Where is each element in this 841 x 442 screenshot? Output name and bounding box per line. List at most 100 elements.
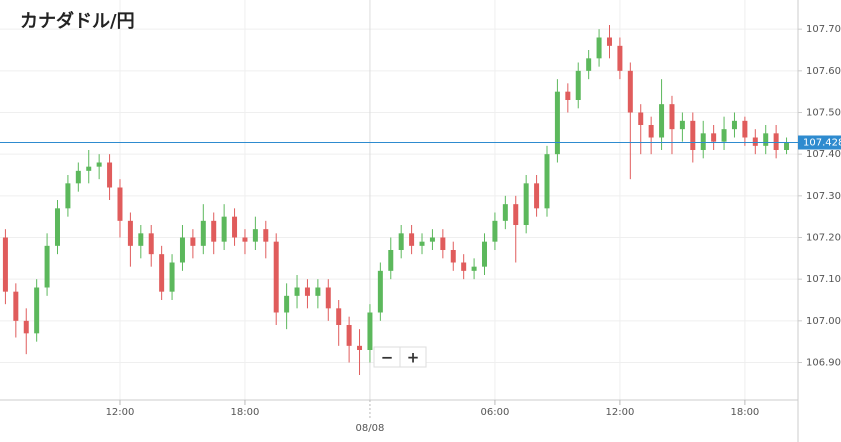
- candle-body: [96, 162, 102, 167]
- candle-body: [377, 270, 383, 313]
- y-tick-label: 107.600: [806, 66, 841, 77]
- candle-body: [190, 237, 196, 246]
- candle-body: [700, 133, 706, 150]
- candle-body: [731, 120, 737, 130]
- candle-body: [346, 325, 352, 346]
- current-price-badge: [798, 135, 841, 150]
- candle-body: [107, 162, 113, 188]
- x-tick-label: 12:00: [605, 407, 634, 418]
- x-tick-label: 12:00: [106, 407, 135, 418]
- x-tick-label: 18:00: [231, 407, 260, 418]
- candle-body: [179, 237, 185, 263]
- candle-body: [44, 245, 50, 288]
- candle-body: [721, 129, 727, 142]
- candle-body: [159, 254, 165, 292]
- candle-body: [263, 229, 269, 242]
- candle-body: [138, 233, 144, 246]
- y-tick-label: 107.100: [806, 274, 841, 285]
- zoom-in-label[interactable]: +: [407, 349, 420, 367]
- zoom-out-label[interactable]: −: [381, 349, 394, 367]
- candle-body: [65, 183, 71, 209]
- candle-body: [367, 312, 373, 350]
- candle-body: [575, 70, 581, 100]
- candle-body: [752, 137, 758, 146]
- candle-body: [586, 58, 592, 71]
- candle-body: [450, 250, 456, 263]
- candle-body: [242, 237, 248, 242]
- candle-body: [784, 142, 790, 150]
- candle-body: [659, 104, 665, 138]
- candle-body: [648, 125, 654, 138]
- candle-body: [627, 70, 633, 113]
- candle-body: [388, 250, 394, 271]
- zoom-controls: − +: [373, 346, 427, 368]
- candle-body: [273, 241, 279, 313]
- candle-body: [294, 287, 300, 296]
- candle-body: [13, 291, 19, 321]
- candle-body: [606, 37, 612, 46]
- candle-body: [86, 166, 92, 171]
- candle-body: [409, 233, 415, 246]
- candle-body: [169, 262, 175, 292]
- y-tick-label: 107.700: [806, 24, 841, 35]
- candle-body: [690, 120, 696, 150]
- candle-body: [75, 170, 81, 184]
- candle-body: [221, 216, 227, 242]
- candle-body: [54, 208, 60, 246]
- zoom-in-button[interactable]: [399, 346, 427, 368]
- candle-body: [554, 91, 560, 155]
- candle-body: [419, 241, 425, 246]
- candle-body: [34, 287, 40, 334]
- y-tick-label: 107.400: [806, 149, 841, 160]
- candle-body: [357, 345, 363, 350]
- candle-body: [617, 45, 623, 71]
- current-price-label: 107.428: [803, 138, 841, 149]
- candle-body: [232, 216, 238, 238]
- candle-body: [711, 133, 717, 142]
- candle-body: [148, 233, 154, 255]
- candle-body: [471, 266, 477, 271]
- candle-body: [284, 295, 290, 313]
- candle-body: [117, 187, 123, 221]
- candle-body: [492, 220, 498, 242]
- candle-body: [513, 204, 519, 225]
- x-tick-label: 18:00: [730, 407, 759, 418]
- candle-body: [252, 229, 258, 242]
- candle-body: [669, 104, 675, 130]
- chart-title: カナダドル/円: [20, 10, 135, 32]
- candle-body: [565, 91, 571, 100]
- candle-body: [336, 308, 342, 325]
- candle-body: [482, 241, 488, 267]
- y-tick-label: 106.900: [806, 358, 841, 369]
- x-tick-label: 06:00: [481, 407, 510, 418]
- candle-body: [200, 220, 206, 246]
- candle-body: [534, 183, 540, 209]
- candle-body: [315, 287, 321, 296]
- x-tick-label: 08/08: [356, 423, 385, 434]
- candle-body: [596, 37, 602, 59]
- candle-body: [523, 183, 529, 225]
- y-tick-label: 107.000: [806, 316, 841, 327]
- candle-body: [325, 287, 331, 309]
- y-tick-label: 107.200: [806, 233, 841, 244]
- candle-body: [127, 220, 133, 246]
- candle-body: [763, 133, 769, 146]
- candle-body: [773, 133, 779, 150]
- candle-body: [638, 112, 644, 125]
- candle-body: [304, 287, 310, 296]
- candle-body: [398, 233, 404, 250]
- candle-body: [23, 320, 29, 334]
- candle-body: [461, 262, 467, 271]
- candle-body: [211, 220, 217, 242]
- candle-body: [2, 237, 8, 292]
- candle-body: [502, 204, 508, 221]
- candle-body: [679, 120, 685, 130]
- y-tick-label: 107.300: [806, 191, 841, 202]
- candle-body: [440, 237, 446, 250]
- y-tick-label: 107.500: [806, 108, 841, 119]
- candle-body: [742, 120, 748, 138]
- candle-body: [429, 237, 435, 242]
- candle-body: [544, 154, 550, 209]
